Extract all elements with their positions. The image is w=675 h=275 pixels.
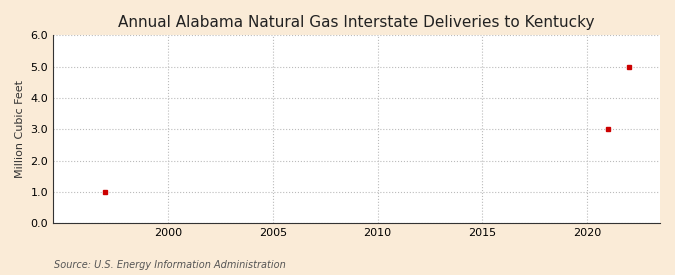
Y-axis label: Million Cubic Feet: Million Cubic Feet xyxy=(15,80,25,178)
Title: Annual Alabama Natural Gas Interstate Deliveries to Kentucky: Annual Alabama Natural Gas Interstate De… xyxy=(118,15,595,30)
Text: Source: U.S. Energy Information Administration: Source: U.S. Energy Information Administ… xyxy=(54,260,286,270)
